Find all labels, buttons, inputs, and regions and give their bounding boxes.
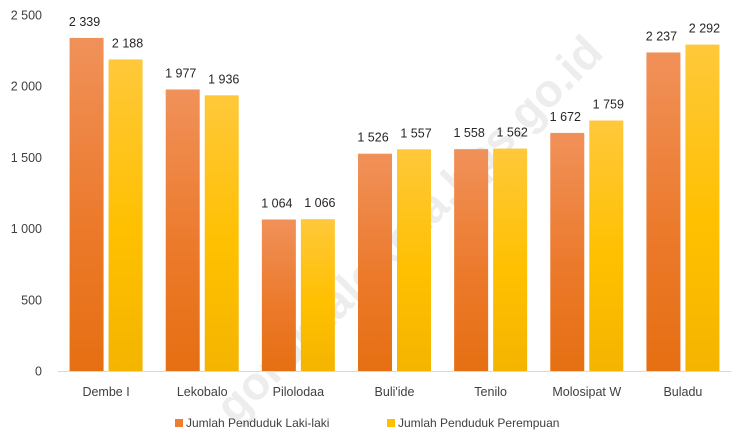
bar-perempuan <box>685 44 720 371</box>
y-tick-label: 2 000 <box>11 80 42 94</box>
legend-label: Jumlah Penduduk Laki-laki <box>186 416 329 430</box>
bar-perempuan <box>397 149 431 371</box>
category-label: Tenilo <box>474 385 507 399</box>
bar-perempuan <box>589 120 624 371</box>
category-label: Pilolodaa <box>273 385 324 399</box>
category-label: Molosipat W <box>552 385 621 399</box>
legend: Jumlah Penduduk Laki-laki Jumlah Penduduk… <box>175 416 559 430</box>
data-label: 2 237 <box>646 29 677 43</box>
data-label: 2 292 <box>689 22 720 36</box>
data-label: 2 188 <box>112 36 143 50</box>
data-label: 1 066 <box>304 196 335 210</box>
category-label: Lekobalo <box>177 385 228 399</box>
y-tick-label: 1 500 <box>11 151 42 165</box>
bar-laki-laki <box>165 89 200 372</box>
bar-laki-laki <box>454 149 489 371</box>
data-label: 2 339 <box>69 15 100 29</box>
legend-swatch <box>175 419 183 427</box>
category-label: Buladu <box>663 385 702 399</box>
legend-label: Jumlah Penduduk Perempuan <box>398 416 559 430</box>
bar-perempuan <box>300 219 335 371</box>
bar-perempuan <box>108 59 143 371</box>
bar-laki-laki <box>261 219 296 371</box>
axis-layer: 0 500 1 000 1 500 2 000 2 500 Dembe I Lekobalo P… <box>11 9 731 399</box>
bars-layer <box>69 37 720 372</box>
bar-laki-laki <box>550 132 585 371</box>
bar-perempuan <box>204 95 239 371</box>
bar-laki-laki <box>646 52 681 371</box>
y-tick-label: 500 <box>21 293 42 307</box>
bar-laki-laki <box>358 153 392 371</box>
data-label: 1 526 <box>357 131 388 145</box>
data-label: 1 936 <box>208 72 239 86</box>
data-label: 1 562 <box>497 126 528 140</box>
data-label: 1 759 <box>593 98 624 112</box>
y-tick-label: 1 000 <box>11 222 42 236</box>
bar-perempuan <box>493 148 528 371</box>
data-label: 1 672 <box>550 110 581 124</box>
data-labels-layer: 2 339 2 188 1 977 1 936 1 064 1 066 1 526 1 557… <box>69 15 720 211</box>
data-label: 1 977 <box>165 66 196 80</box>
y-tick-label: 0 <box>35 365 42 379</box>
category-label: Dembe I <box>82 385 129 399</box>
bar-laki-laki <box>69 37 104 372</box>
y-tick-label: 2 500 <box>11 9 42 23</box>
data-label: 1 558 <box>454 126 485 140</box>
legend-swatch <box>387 419 395 427</box>
data-label: 1 064 <box>261 196 292 210</box>
data-label: 1 557 <box>400 126 431 140</box>
category-label: Buli'ide <box>375 385 415 399</box>
